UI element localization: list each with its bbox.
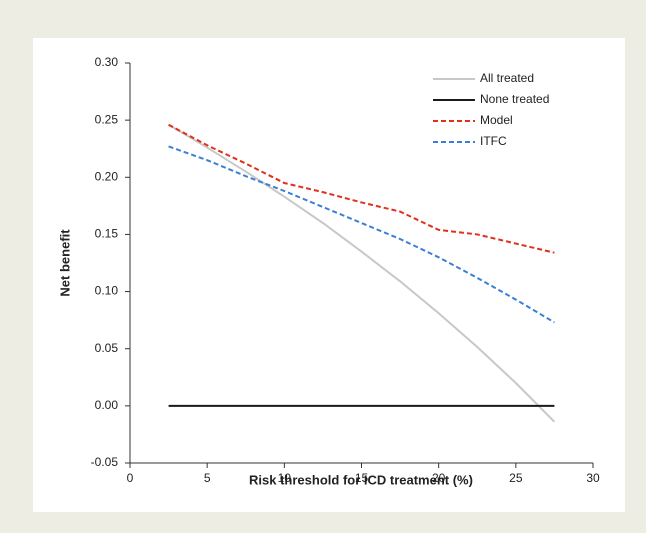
- y-tick-label: 0.00: [95, 398, 119, 412]
- y-tick-label: -0.05: [91, 455, 119, 469]
- series-line: [168, 123, 555, 254]
- x-tick-label: 25: [509, 471, 523, 485]
- legend-label: ITFC: [480, 134, 507, 148]
- x-axis-title: Risk threshold for ICD treatment (%): [249, 472, 473, 487]
- x-tick-label: 5: [204, 471, 211, 485]
- x-tick-label: 0: [127, 471, 134, 485]
- x-tick-label: 15: [355, 471, 369, 485]
- x-tick-label: 10: [278, 471, 292, 485]
- y-tick-label: 0.15: [95, 227, 119, 241]
- panel: [33, 38, 625, 512]
- y-tick-label: 0.30: [95, 55, 119, 69]
- legend-label: Model: [480, 113, 513, 127]
- series-line: [168, 145, 555, 324]
- x-tick-label: 20: [432, 471, 446, 485]
- y-axis-title: Net benefit: [57, 229, 72, 297]
- y-tick-label: 0.25: [95, 112, 119, 126]
- legend-label: All treated: [480, 71, 534, 85]
- legend-label: None treated: [480, 92, 549, 106]
- y-tick-label: 0.10: [95, 284, 119, 298]
- y-tick-label: 0.20: [95, 169, 119, 183]
- y-tick-label: 0.05: [95, 341, 119, 355]
- x-tick-label: 30: [586, 471, 600, 485]
- series-line: [168, 123, 556, 423]
